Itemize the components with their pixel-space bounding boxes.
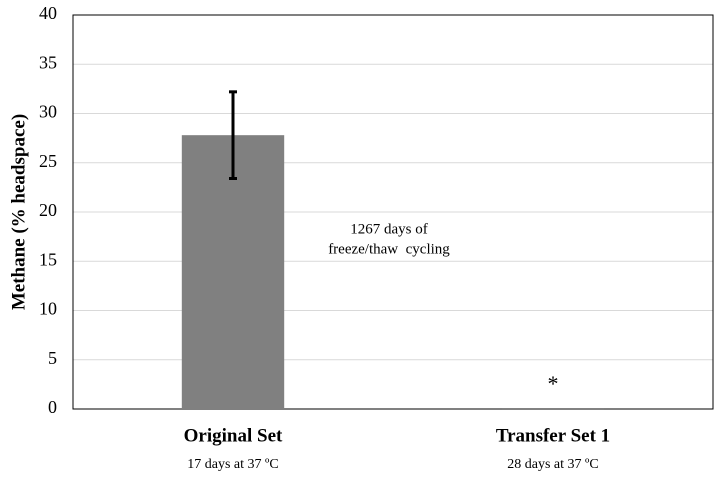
bar bbox=[501, 408, 605, 410]
y-tick-label: 30 bbox=[39, 102, 57, 122]
y-tick-label: 35 bbox=[39, 52, 57, 72]
x-tick-label: Transfer Set 1 bbox=[496, 425, 610, 446]
y-tick-label: 5 bbox=[48, 348, 57, 368]
y-tick-label: 0 bbox=[48, 397, 57, 417]
x-tick-label: Original Set bbox=[184, 425, 283, 446]
annotation: freeze/thaw cycling bbox=[328, 241, 450, 257]
y-tick-label: 20 bbox=[39, 200, 57, 220]
y-tick-label: 40 bbox=[39, 3, 57, 23]
plot-frame bbox=[72, 14, 714, 410]
y-tick-label: 25 bbox=[39, 151, 57, 171]
x-tick-sublabel: 17 days at 37 ºC bbox=[187, 457, 278, 472]
y-tick-label: 10 bbox=[39, 299, 57, 319]
star-label: * bbox=[548, 371, 559, 396]
y-tick-label: 15 bbox=[39, 249, 57, 269]
annotation: 1267 days of bbox=[350, 221, 428, 237]
bar bbox=[181, 135, 285, 410]
x-tick-sublabel: 28 days at 37 ºC bbox=[507, 457, 598, 472]
y-axis-label: Methane (% headspace) bbox=[8, 114, 29, 310]
